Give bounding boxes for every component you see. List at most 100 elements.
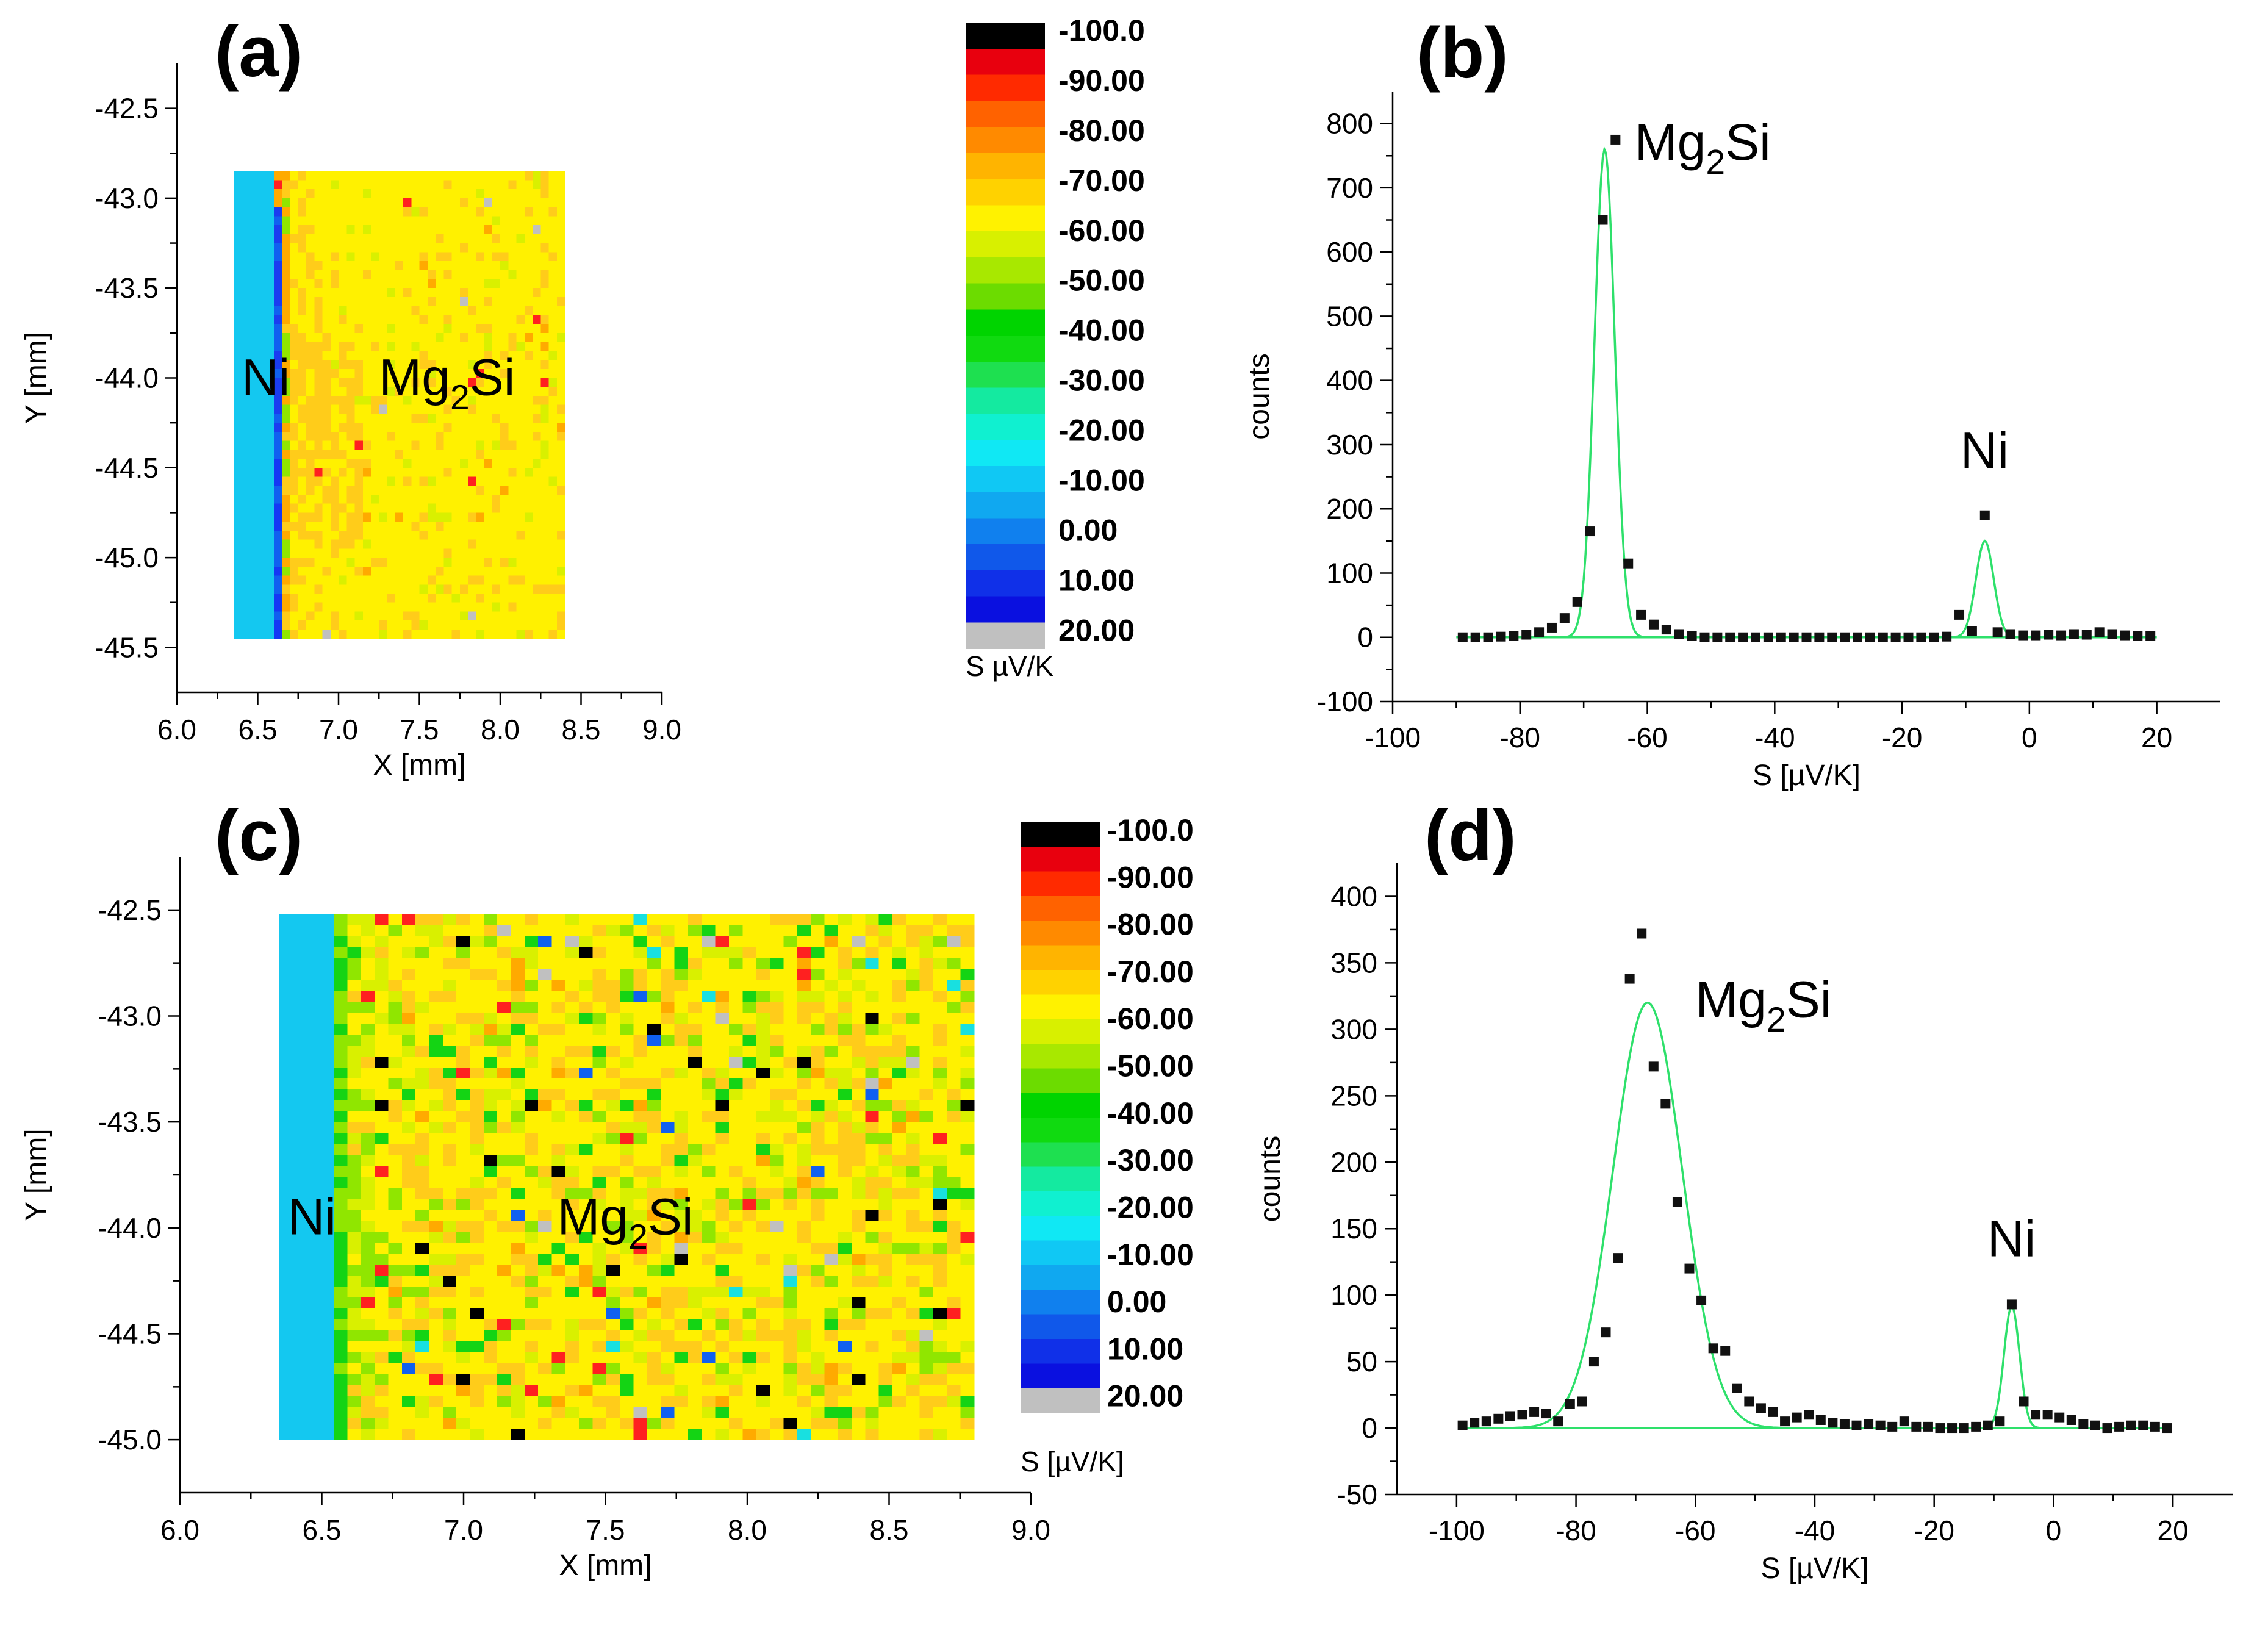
heatmap-cell [508,539,517,549]
heatmap-cell [401,1396,416,1407]
heatmap-cell [242,207,250,217]
heatmap-cell [538,1286,553,1298]
heatmap-cell [411,620,420,630]
heatmap-cell [436,440,444,450]
heatmap-cell [233,279,242,289]
heatmap-cell [330,360,339,370]
heatmap-cell [379,486,388,495]
heatmap-cell [674,1046,689,1057]
heatmap-cell [403,539,412,549]
heatmap-cell [298,342,307,351]
heatmap-cell [933,936,947,948]
heatmap-cell [960,947,975,959]
heatmap-cell [306,1221,321,1232]
heatmap-cell [960,1035,975,1046]
data-point [2066,1415,2076,1425]
heatmap-cell [756,1363,770,1375]
heatmap-cell [470,1166,484,1178]
heatmap-cell [742,1352,757,1364]
heatmap-cell [456,1407,471,1418]
heatmap-cell [892,1188,906,1199]
data-point [1942,631,1952,642]
heatmap-cell [851,1100,866,1112]
heatmap-cell [687,1221,702,1232]
heatmap-cell [290,459,299,468]
heatmap-cell [388,1221,403,1232]
heatmap-cell [548,539,558,549]
heatmap-cell [401,1188,416,1199]
heatmap-cell [947,1308,961,1320]
heatmap-cell [339,395,347,406]
heatmap-cell [379,296,388,307]
heatmap-cell [756,1286,770,1298]
heatmap-cell [556,593,565,603]
heatmap-cell [401,1275,416,1287]
heatmap-cell [282,332,291,343]
colorbar-swatch [1021,822,1100,848]
heatmap-cell [451,306,461,315]
heatmap-cell [538,980,553,991]
mg2si-label-after: Si [470,349,515,406]
heatmap-cell [395,522,404,531]
heatmap-cell [687,1352,702,1364]
heatmap-cell [436,378,444,387]
heatmap-cell [468,368,476,379]
heatmap-cell [606,991,620,1002]
data-point [1903,632,1914,642]
heatmap-cell [524,969,539,981]
heatmap-cell [548,332,558,343]
heatmap-cell [579,1057,594,1068]
data-point [2044,630,2054,640]
heatmap-cell [419,378,428,387]
heatmap-cell [674,958,689,970]
heatmap-cell [878,1374,893,1386]
heatmap-cell [769,1035,784,1046]
heatmap-cell [298,467,307,478]
heatmap-cell [403,171,412,181]
heatmap-cell [468,629,476,639]
heatmap-cell [742,958,757,970]
heatmap-cell [314,530,323,540]
heatmap-cell [919,1068,934,1079]
colorbar-title: S [µV/K] [1021,1446,1124,1477]
heatmap-cell [403,360,412,370]
heatmap-cell [960,1089,975,1101]
heatmap-cell [436,431,444,442]
heatmap-cell [257,306,267,315]
heatmap-cell [919,1341,934,1353]
heatmap-cell [919,1111,934,1123]
heatmap-cell [415,1232,430,1243]
heatmap-cell [892,1057,906,1068]
heatmap-cell [346,467,356,478]
heatmap-cell [579,1177,594,1189]
heatmap-cell [401,1155,416,1167]
heatmap-cell [436,261,444,271]
heatmap-cell [249,288,259,298]
data-point [1792,1412,1802,1423]
heatmap-cell [838,1068,852,1079]
heatmap-cell [810,1057,825,1068]
heatmap-cell [548,620,558,630]
data-point [2019,1396,2029,1407]
heatmap-cell [851,1111,866,1123]
heatmap-cell [419,315,428,325]
heatmap-cell [354,459,364,468]
heatmap-cell [293,1166,307,1178]
heatmap-cell [298,171,307,181]
heatmap-cell [306,189,315,199]
heatmap-cell [282,611,291,621]
heatmap-cell [500,450,509,459]
heatmap-cell [620,1177,634,1189]
heatmap-cell [298,270,307,280]
heatmap-cell [443,423,453,432]
mg2si-peak-label: Mg2Si [1695,971,1831,1039]
heatmap-cell [314,296,323,307]
heatmap-cell [906,1024,920,1035]
heatmap-cell [233,387,242,397]
heatmap-cell [387,207,396,217]
heatmap-cell [334,980,348,991]
heatmap-cell [375,1133,389,1145]
heatmap-cell [742,914,757,926]
heatmap-cell [524,629,533,639]
heatmap-cell [274,288,282,298]
